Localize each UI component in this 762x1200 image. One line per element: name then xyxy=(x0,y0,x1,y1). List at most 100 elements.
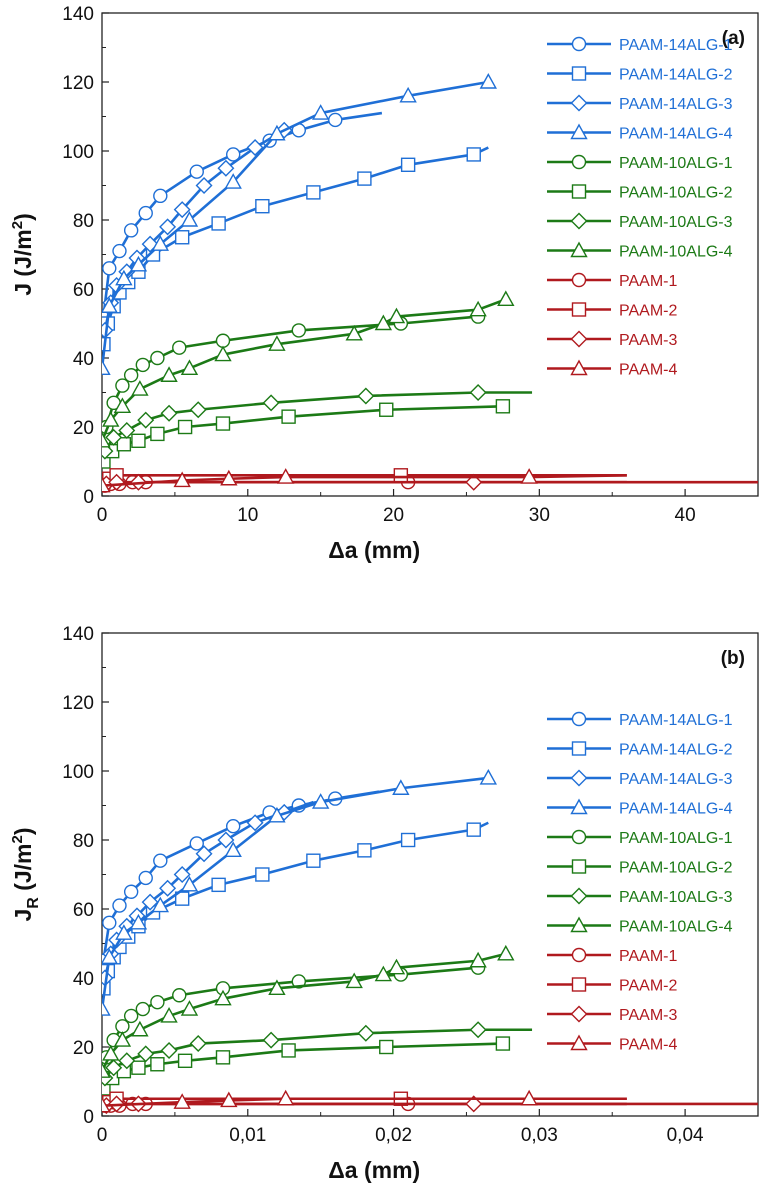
legend-marker xyxy=(571,977,587,992)
y-tick-label: 120 xyxy=(62,73,94,94)
legend-marker xyxy=(570,241,588,258)
data-point-PAAM-10ALG-3 xyxy=(469,1021,487,1039)
x-tick-label: 0 xyxy=(97,505,108,526)
data-point-PAAM-10ALG-3 xyxy=(189,401,207,419)
data-point-PAAM-10ALG-1 xyxy=(215,333,231,348)
data-point-PAAM-10ALG-3 xyxy=(160,404,178,422)
data-point-PAAM-4 xyxy=(276,1089,295,1106)
data-point-PAAM-14ALG-1 xyxy=(328,112,343,128)
data-point-PAAM-14ALG-4 xyxy=(129,255,148,272)
legend-label: PAAM-1 xyxy=(619,273,677,290)
legend-marker xyxy=(571,184,587,199)
legend-label: PAAM-10ALG-2 xyxy=(619,860,733,877)
legend-marker xyxy=(570,1034,588,1051)
data-point-PAAM-10ALG-4 xyxy=(374,314,393,331)
data-point-PAAM-10ALG-4 xyxy=(469,300,487,317)
data-point-PAAM-14ALG-2 xyxy=(357,843,372,858)
data-point-PAAM-14ALG-2 xyxy=(255,198,270,214)
data-point-PAAM-10ALG-4 xyxy=(214,345,232,362)
data-point-PAAM-10ALG-2 xyxy=(495,399,511,414)
data-point-PAAM-14ALG-1 xyxy=(153,188,168,204)
y-tick-label: 80 xyxy=(73,211,94,232)
legend-label: PAAM-14ALG-4 xyxy=(619,126,733,143)
data-point-PAAM-10ALG-4 xyxy=(160,1007,178,1023)
legend-label: PAAM-4 xyxy=(619,362,677,379)
data-point-PAAM-4 xyxy=(220,469,238,486)
data-point-PAAM-14ALG-1 xyxy=(102,261,117,276)
panel-label: (b) xyxy=(721,648,745,669)
data-point-PAAM-10ALG-4 xyxy=(469,951,487,968)
series-line-PAAM-10ALG-3 xyxy=(103,391,533,452)
y-tick-label: 20 xyxy=(73,418,94,439)
x-tick-label: 20 xyxy=(383,505,404,526)
y-tick-label: 60 xyxy=(73,900,94,921)
legend-label: PAAM-10ALG-4 xyxy=(619,919,733,936)
x-tick-label: 0,03 xyxy=(521,1125,558,1146)
x-tick-label: 40 xyxy=(675,505,696,526)
data-point-PAAM-14ALG-4 xyxy=(180,875,199,892)
legend-marker xyxy=(570,916,588,933)
data-point-PAAM-10ALG-1 xyxy=(150,994,165,1010)
data-point-PAAM-10ALG-4 xyxy=(102,1044,120,1061)
y-tick-label: 140 xyxy=(62,624,94,645)
data-point-PAAM-14ALG-2 xyxy=(174,891,190,906)
data-point-PAAM-10ALG-3 xyxy=(118,421,136,439)
y-axis-label: JR (J/m2) xyxy=(9,827,42,921)
data-point-PAAM-14ALG-3 xyxy=(217,831,235,849)
data-point-PAAM-10ALG-3 xyxy=(189,1035,207,1053)
y-tick-label: 40 xyxy=(73,349,94,370)
y-axis-label: J (J/m2) xyxy=(9,213,36,296)
data-point-PAAM-14ALG-4 xyxy=(102,948,118,964)
data-point-PAAM-10ALG-2 xyxy=(281,1043,296,1058)
data-point-PAAM-14ALG-1 xyxy=(189,836,204,851)
legend-marker xyxy=(571,154,587,170)
data-point-PAAM-4 xyxy=(220,1091,238,1108)
legend-label: PAAM-14ALG-2 xyxy=(619,742,733,759)
data-point-PAAM-10ALG-2 xyxy=(495,1036,511,1051)
legend-label: PAAM-1 xyxy=(619,948,677,965)
legend-marker xyxy=(571,36,587,52)
data-point-PAAM-14ALG-4 xyxy=(268,806,286,823)
data-point-PAAM-14ALG-2 xyxy=(211,216,226,231)
series-line-PAAM-10ALG-3 xyxy=(103,1028,533,1079)
legend-marker xyxy=(570,212,588,230)
data-point-PAAM-10ALG-4 xyxy=(214,989,232,1006)
legend-marker xyxy=(570,1005,588,1023)
data-point-PAAM-10ALG-4 xyxy=(345,972,363,989)
data-point-PAAM-4 xyxy=(102,1096,111,1113)
data-point-PAAM-4 xyxy=(173,1093,191,1109)
legend-label: PAAM-14ALG-2 xyxy=(619,67,733,84)
data-point-PAAM-10ALG-2 xyxy=(281,409,296,424)
data-point-PAAM-14ALG-4 xyxy=(224,173,242,189)
data-point-PAAM-14ALG-2 xyxy=(357,171,372,186)
legend-label: PAAM-14ALG-1 xyxy=(619,37,733,54)
legend-label: PAAM-4 xyxy=(619,1037,677,1054)
data-point-PAAM-14ALG-4 xyxy=(129,913,148,930)
panel-label: (a) xyxy=(722,28,745,49)
y-tick-label: 80 xyxy=(73,831,94,852)
data-point-PAAM-10ALG-4 xyxy=(180,359,199,376)
data-point-PAAM-10ALG-3 xyxy=(357,387,375,405)
data-point-PAAM-14ALG-1 xyxy=(112,243,127,259)
data-point-PAAM-10ALG-4 xyxy=(345,324,363,341)
data-point-PAAM-14ALG-3 xyxy=(195,177,213,194)
data-point-PAAM-14ALG-2 xyxy=(306,185,321,200)
data-point-PAAM-14ALG-2 xyxy=(174,230,190,245)
data-point-PAAM-14ALG-4 xyxy=(224,841,242,858)
data-point-PAAM-14ALG-4 xyxy=(180,211,199,227)
data-point-PAAM-14ALG-1 xyxy=(102,915,117,930)
legend-label: PAAM-10ALG-1 xyxy=(619,830,733,847)
data-point-PAAM-14ALG-4 xyxy=(102,359,111,376)
data-point-PAAM-10ALG-1 xyxy=(135,357,151,373)
legend-marker xyxy=(570,330,588,348)
y-tick-label: 140 xyxy=(62,4,94,25)
data-point-PAAM-10ALG-2 xyxy=(116,437,132,452)
legend-marker xyxy=(570,94,588,112)
data-point-PAAM-14ALG-4 xyxy=(311,793,330,809)
data-point-PAAM-10ALG-3 xyxy=(160,1041,178,1059)
legend-marker xyxy=(571,711,587,727)
y-tick-label: 120 xyxy=(62,693,94,714)
legend-marker xyxy=(570,769,588,787)
x-tick-label: 0 xyxy=(97,1125,108,1146)
